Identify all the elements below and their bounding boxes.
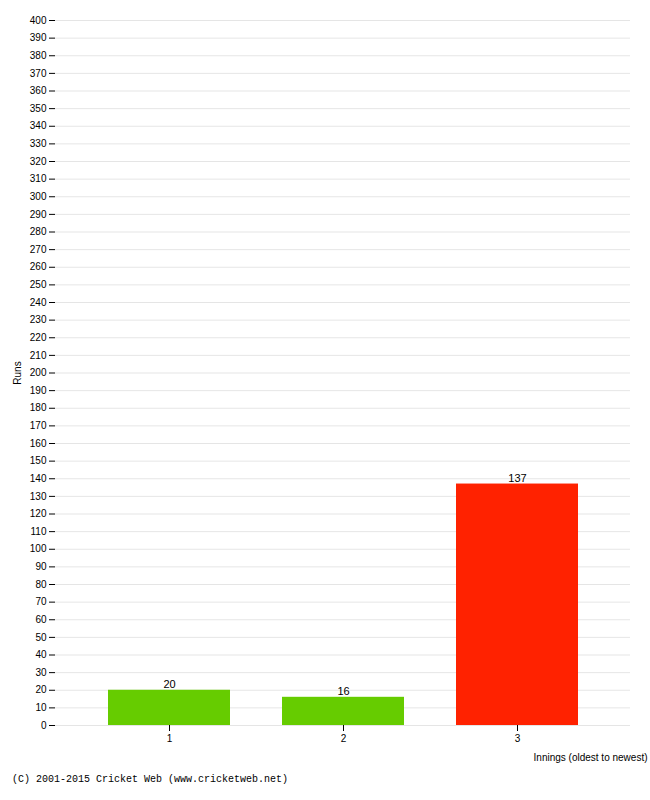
svg-text:180: 180 [30,402,47,413]
svg-text:240: 240 [30,297,47,308]
svg-text:290: 290 [30,209,47,220]
svg-text:2: 2 [341,733,347,744]
svg-text:30: 30 [35,667,47,678]
svg-text:50: 50 [35,632,47,643]
svg-text:70: 70 [35,596,47,607]
svg-text:90: 90 [35,561,47,572]
svg-text:250: 250 [30,279,47,290]
svg-text:100: 100 [30,543,47,554]
svg-text:3: 3 [515,733,521,744]
svg-text:310: 310 [30,173,47,184]
svg-text:Runs: Runs [12,361,23,384]
svg-text:150: 150 [30,455,47,466]
svg-text:210: 210 [30,350,47,361]
svg-text:220: 220 [30,332,47,343]
svg-text:200: 200 [30,367,47,378]
svg-text:120: 120 [30,508,47,519]
svg-text:60: 60 [35,614,47,625]
svg-text:20: 20 [163,678,175,690]
svg-text:340: 340 [30,120,47,131]
svg-text:160: 160 [30,438,47,449]
svg-text:Innings (oldest to newest): Innings (oldest to newest) [534,752,648,763]
svg-text:110: 110 [31,526,47,537]
svg-text:16: 16 [337,685,349,697]
svg-text:280: 280 [30,226,47,237]
svg-text:320: 320 [30,156,47,167]
svg-text:130: 130 [30,491,47,502]
svg-text:300: 300 [30,191,47,202]
svg-text:390: 390 [30,32,47,43]
svg-text:260: 260 [30,261,47,272]
svg-text:400: 400 [30,15,47,26]
svg-text:330: 330 [30,138,47,149]
svg-text:170: 170 [30,420,47,431]
svg-text:380: 380 [30,50,47,61]
svg-text:80: 80 [35,579,47,590]
svg-text:10: 10 [35,702,47,713]
svg-text:140: 140 [30,473,47,484]
svg-text:40: 40 [35,649,47,660]
svg-text:20: 20 [35,684,47,695]
svg-text:230: 230 [30,314,47,325]
svg-text:350: 350 [30,103,47,114]
svg-text:370: 370 [30,68,47,79]
svg-text:270: 270 [30,244,47,255]
svg-text:1: 1 [167,733,173,744]
html-text:(C) 2001-2015 Cricket Web (www: (C) 2001-2015 Cricket Web (www.cricketwe… [12,774,288,785]
svg-text:190: 190 [30,385,47,396]
svg-text:0: 0 [41,720,47,731]
svg-text:360: 360 [30,85,47,96]
svg-text:137: 137 [508,472,526,484]
